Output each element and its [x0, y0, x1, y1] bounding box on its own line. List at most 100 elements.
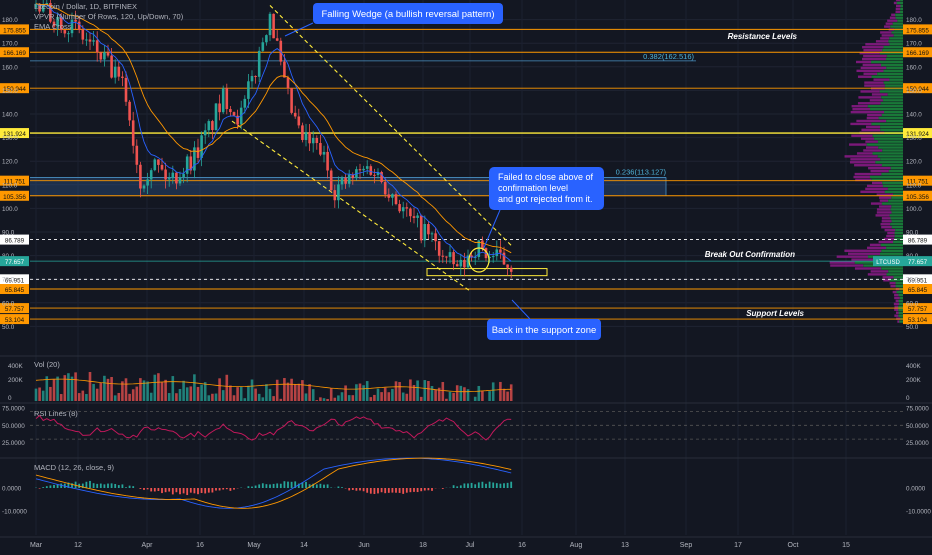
vpvr-bar-down — [863, 64, 881, 66]
macd-histogram-bar — [248, 486, 250, 488]
macd-histogram-bar — [327, 484, 329, 488]
candle-body — [157, 159, 160, 165]
vpvr-bar-down — [890, 17, 896, 19]
vpvr-bar-down — [867, 114, 882, 116]
vpvr-bar-down — [848, 253, 880, 255]
macd-tick-left: 0.0000 — [2, 486, 22, 493]
macd-histogram-bar — [359, 488, 361, 490]
vpvr-bar-up — [892, 226, 903, 228]
vpvr-bar-up — [893, 241, 903, 243]
volume-bar — [395, 381, 398, 401]
macd-histogram-bar — [284, 481, 286, 488]
vpvr-bar-up — [886, 247, 903, 249]
macd-histogram-bar — [287, 482, 289, 488]
volume-bar — [60, 394, 63, 401]
vpvr-bar-up — [882, 149, 903, 151]
vpvr-bar-up — [887, 273, 903, 275]
vpvr-bar-up — [888, 40, 903, 42]
volume-bar — [154, 375, 157, 401]
price-tick: 190.0 — [906, 0, 922, 1]
rsi-tick: 75.0000 — [906, 406, 929, 413]
candle-body — [114, 67, 117, 78]
candle-body — [204, 130, 207, 135]
volume-bar — [186, 387, 189, 401]
ema-indicator-label[interactable]: EMA Cross — [34, 22, 72, 31]
macd-histogram-bar — [186, 488, 188, 495]
candle-body — [150, 170, 153, 179]
vpvr-bar-up — [882, 182, 903, 184]
vpvr-bar-down — [880, 199, 888, 201]
price-tick: 50.0 — [906, 324, 919, 331]
candle-body — [424, 224, 427, 240]
vpvr-indicator-label[interactable]: VPVR (Number Of Rows, 120, Up/Down, 70) — [34, 12, 183, 21]
candle-body — [168, 178, 171, 179]
macd-histogram-bar — [478, 482, 480, 488]
vpvr-bar-up — [896, 17, 903, 19]
volume-bar — [377, 389, 380, 401]
volume-bar — [226, 375, 229, 401]
price-tick-left: 120.0 — [2, 159, 18, 166]
volume-bar — [380, 392, 383, 401]
macd-histogram-bar — [190, 488, 192, 493]
macd-histogram-bar — [428, 488, 430, 490]
volume-bar — [272, 396, 275, 401]
macd-histogram-bar — [363, 488, 365, 491]
vpvr-bar-up — [895, 229, 903, 231]
macd-histogram-bar — [96, 484, 98, 488]
vpvr-bar-down — [876, 40, 888, 42]
macd-histogram-bar — [53, 485, 55, 488]
macd-histogram-bar — [417, 488, 419, 492]
volume-bar — [92, 384, 95, 401]
vpvr-bar-up — [880, 126, 903, 128]
vpvr-bar-down — [886, 22, 893, 24]
vpvr-bar-down — [867, 185, 883, 187]
vpvr-bar-up — [878, 155, 903, 157]
vpvr-bar-down — [880, 37, 889, 39]
vpvr-bar-up — [887, 55, 903, 57]
volume-bar — [240, 387, 243, 401]
volume-bar — [510, 384, 513, 401]
volume-bar — [474, 397, 477, 401]
candle-body — [463, 260, 466, 267]
time-tick: Mar — [30, 542, 43, 549]
volume-bar — [82, 391, 85, 401]
time-tick: Aug — [570, 542, 583, 549]
volume-bar — [424, 380, 427, 401]
candle-body — [276, 38, 279, 40]
volume-bar — [294, 384, 297, 401]
candle-body — [452, 252, 455, 264]
macd-histogram-bar — [262, 483, 264, 488]
candle-body — [182, 174, 185, 177]
vpvr-bar-down — [879, 241, 893, 243]
candle-body — [67, 33, 70, 34]
macd-histogram-bar — [269, 484, 271, 488]
vpvr-bar-up — [901, 5, 903, 7]
volume-bar — [42, 391, 45, 401]
candle-body — [330, 171, 333, 191]
price-tick-left: 110.0 — [2, 182, 18, 189]
macd-histogram-bar — [222, 488, 224, 490]
volume-bar — [258, 394, 261, 401]
macd-histogram-bar — [338, 486, 340, 488]
vpvr-bar-down — [894, 2, 897, 4]
vpvr-bar-up — [895, 232, 903, 234]
vpvr-bar-down — [871, 270, 889, 272]
time-tick: 12 — [74, 542, 82, 549]
macd-histogram-bar — [89, 481, 91, 488]
candle-body — [78, 22, 81, 30]
callout-wedge-text: Falling Wedge (a bullish reversal patter… — [321, 9, 494, 20]
volume-bar — [467, 389, 470, 401]
vpvr-bar-up — [875, 161, 903, 163]
vpvr-bar-down — [856, 61, 871, 63]
macd-histogram-bar — [147, 488, 149, 489]
vpvr-bar-up — [891, 205, 903, 207]
macd-histogram-bar — [431, 488, 433, 491]
candle-body — [100, 52, 103, 59]
price-tick-left: 100.0 — [2, 206, 18, 213]
volume-bar — [301, 380, 304, 401]
candle-body — [287, 78, 290, 89]
volume-bar — [442, 382, 445, 401]
macd-histogram-bar — [50, 485, 52, 488]
volume-bar — [431, 386, 434, 401]
